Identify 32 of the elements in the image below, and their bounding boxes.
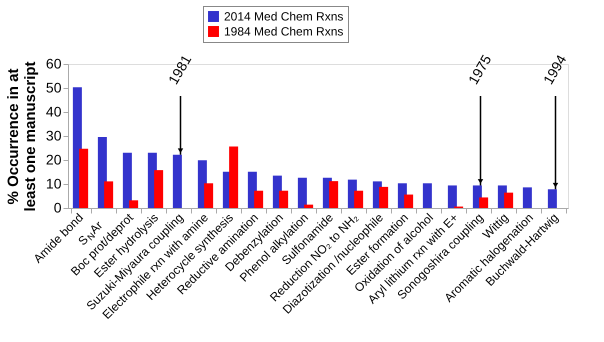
y-tick-label: 10 <box>46 176 62 192</box>
bar <box>154 170 164 208</box>
bar <box>504 192 514 208</box>
bar <box>404 194 414 208</box>
bar <box>104 181 114 208</box>
bar <box>122 152 132 208</box>
bar <box>279 190 288 208</box>
bar <box>172 154 182 208</box>
legend-label: 1984 Med Chem Rxns <box>224 24 344 38</box>
y-tick-label: 20 <box>46 152 62 168</box>
bar <box>129 200 138 208</box>
y-tick-label: 40 <box>46 104 62 120</box>
bar <box>204 183 214 208</box>
legend-label: 2014 Med Chem Rxns <box>224 10 344 24</box>
bar <box>298 178 307 208</box>
bar <box>79 148 88 208</box>
bar <box>229 146 238 208</box>
bar <box>522 187 532 208</box>
bar <box>354 190 364 208</box>
y-tick-label: 0 <box>54 200 62 216</box>
y-tick-label: 60 <box>46 56 62 72</box>
bar <box>254 190 264 208</box>
bar <box>379 186 388 208</box>
bar <box>548 189 557 208</box>
y-tick-label: 30 <box>46 128 62 144</box>
bar <box>329 181 338 208</box>
bar <box>304 204 314 208</box>
y-tick-label: 50 <box>46 80 62 96</box>
bar <box>448 185 457 208</box>
bar <box>422 183 432 208</box>
y-axis-title: % Occurrence in at least one manuscript <box>4 61 39 212</box>
bar <box>479 197 488 208</box>
